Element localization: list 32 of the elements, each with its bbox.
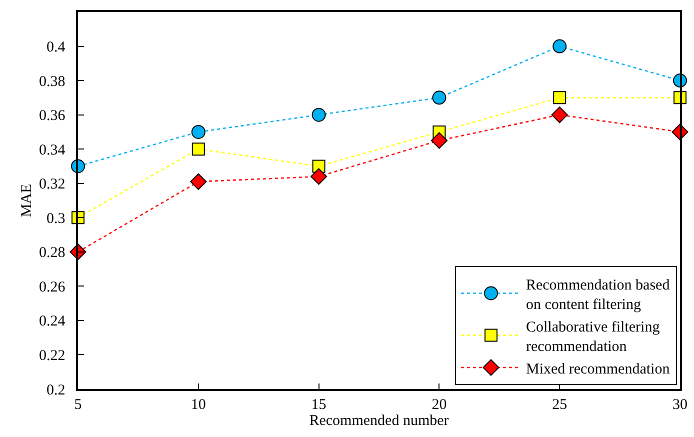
point <box>191 124 206 139</box>
y-tick-label: 0.3 <box>46 210 66 227</box>
point <box>432 90 446 105</box>
y-tick-label: 0.2 <box>46 382 66 398</box>
point <box>312 108 326 122</box>
x-tick-label: 15 <box>311 396 326 413</box>
x-tick-label: 25 <box>552 396 568 413</box>
y-tick-label: 0.22 <box>39 348 66 364</box>
x-axis-title: Recommended number <box>309 412 449 429</box>
x-tick-label: 20 <box>432 396 447 413</box>
point <box>552 39 567 54</box>
point <box>551 106 568 124</box>
y-tick-label: 0.28 <box>39 245 66 262</box>
point <box>430 132 448 149</box>
point <box>553 91 566 104</box>
point <box>190 173 207 190</box>
x-tick-label: 5 <box>74 396 82 413</box>
point <box>310 168 328 185</box>
y-tick-label: 0.38 <box>39 74 66 90</box>
legend-label: Mixed recommendation <box>526 361 670 378</box>
y-tick-label: 0.26 <box>39 279 66 296</box>
y-axis-title: MAE <box>18 184 35 218</box>
y-tick-label: 0.32 <box>39 176 66 193</box>
y-tick-label: 0.24 <box>39 314 66 330</box>
y-tick-label: 0.36 <box>39 108 66 124</box>
point <box>192 142 205 156</box>
legend-label: Collaborative filtering recommendation <box>526 319 660 355</box>
legend-label: Recommendation based on content filtering <box>526 277 670 313</box>
x-tick-label: 10 <box>190 396 206 413</box>
x-tick-label: 30 <box>672 396 688 413</box>
y-tick-label: 0.34 <box>39 142 66 158</box>
y-tick-label: 0.4 <box>46 40 66 56</box>
